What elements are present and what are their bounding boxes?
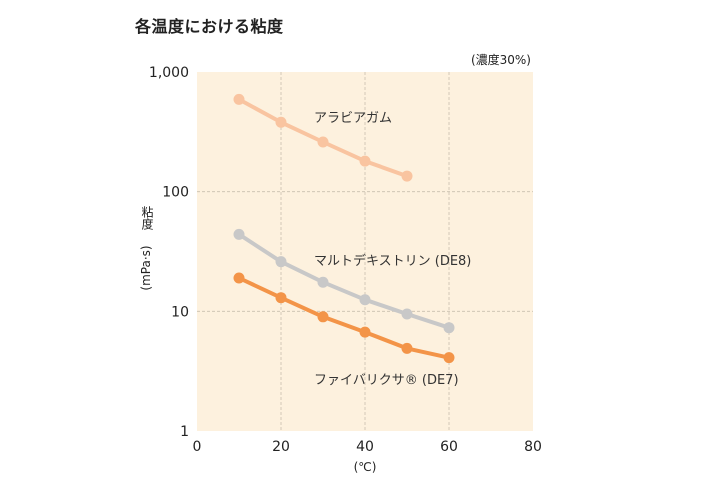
series-line-1 — [237, 232, 451, 330]
grid-lines — [197, 72, 533, 431]
series-label-fibrixa: ファイバリクサ® (DE7) — [314, 373, 459, 388]
data-point-0 — [233, 93, 245, 105]
data-point-2 — [317, 311, 329, 323]
series-label-arabic-gum: アラビアガム — [314, 111, 392, 126]
x-tick-label: 40 — [356, 439, 374, 455]
data-point-2 — [443, 352, 455, 364]
data-point-2 — [275, 292, 287, 304]
data-point-0 — [317, 136, 329, 148]
data-point-0 — [275, 116, 287, 128]
data-point-1 — [275, 256, 287, 268]
series-line-2 — [237, 276, 451, 360]
plot-background — [197, 72, 533, 431]
y-tick-label: 1 — [180, 424, 189, 440]
data-point-2 — [233, 272, 245, 284]
x-tick-label: 80 — [524, 439, 542, 455]
x-axis-label: (℃) — [354, 460, 377, 474]
data-point-1 — [443, 322, 455, 334]
data-point-0 — [359, 155, 371, 167]
y-tick-label: 10 — [171, 304, 189, 320]
y-axis-unit: (mPa·s) — [139, 245, 153, 290]
y-axis-ticks: 1 10 100 1,000 — [149, 65, 189, 440]
chart-title: 各温度における粘度 — [135, 17, 284, 36]
concentration-note: (濃度30%) — [471, 52, 531, 67]
y-tick-label: 1,000 — [149, 65, 189, 81]
series-label-maltodextrin: マルトデキストリン (DE8) — [314, 253, 471, 269]
data-point-1 — [401, 308, 413, 320]
x-tick-label: 20 — [272, 439, 290, 455]
data-point-2 — [401, 342, 413, 354]
data-point-2 — [359, 326, 371, 338]
data-point-0 — [401, 170, 413, 182]
y-axis-label: 粘度 — [140, 205, 154, 230]
x-tick-label: 60 — [440, 439, 458, 455]
data-point-1 — [233, 228, 245, 240]
series-layer — [233, 93, 455, 364]
x-tick-label: 0 — [193, 439, 202, 455]
data-point-1 — [359, 294, 371, 306]
x-axis-ticks: 0 20 40 60 80 — [193, 439, 542, 455]
y-tick-label: 100 — [162, 185, 189, 201]
data-point-1 — [317, 276, 329, 288]
